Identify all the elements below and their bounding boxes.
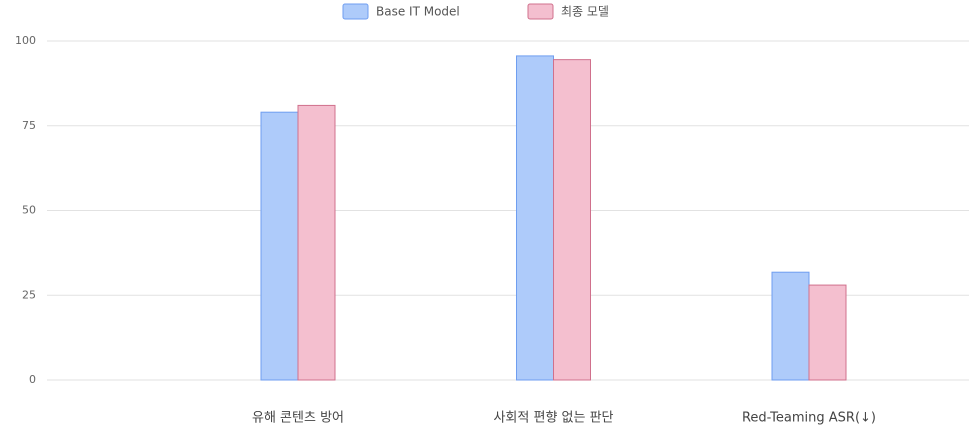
x-tick-label: Red-Teaming ASR(↓) [742,411,876,426]
bar [516,55,554,381]
y-tick-label: 50 [22,204,36,217]
y-tick-label: 25 [22,288,36,301]
y-tick-label: 0 [29,373,36,386]
bar [297,104,336,381]
legend-label: Base IT Model [376,5,460,19]
legend-label: 최종 모델 [561,5,609,19]
legend-swatch [527,3,554,20]
x-tick-label: 사회적 편향 없는 판단 [493,411,613,426]
y-tick-label: 100 [15,34,36,47]
bar [260,111,299,381]
x-tick-label: 유해 콘텐츠 방어 [252,411,344,426]
bar [553,59,591,381]
y-tick-label: 75 [22,119,36,132]
bar [808,284,847,381]
bar [771,271,810,381]
legend-swatch [342,3,369,20]
